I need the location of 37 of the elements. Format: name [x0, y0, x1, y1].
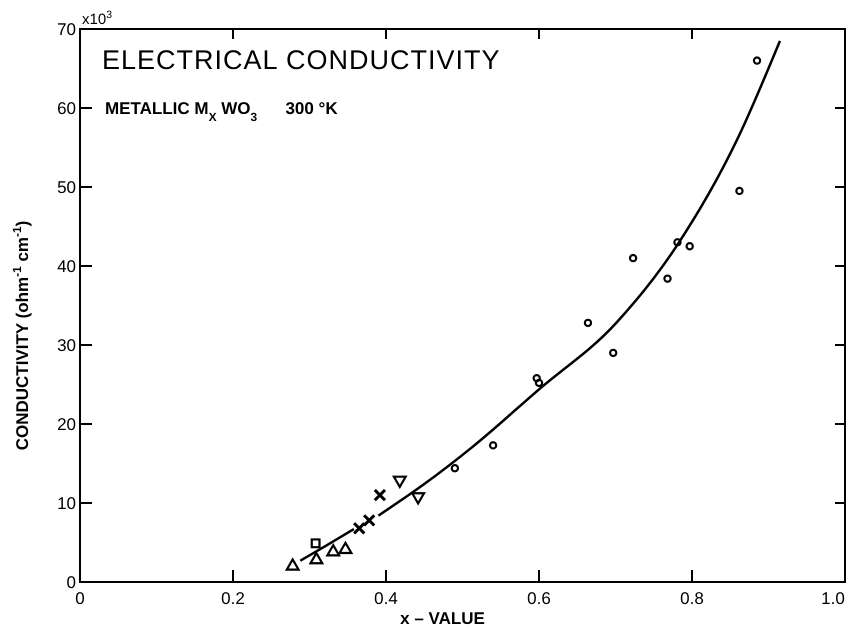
- point: [628, 254, 638, 262]
- y-tick-label: 60: [57, 99, 76, 118]
- point: [352, 522, 366, 535]
- point: [286, 558, 300, 571]
- x-tick-label: 0.4: [374, 589, 398, 608]
- point: [338, 542, 352, 554]
- point: [532, 374, 541, 382]
- point: [673, 238, 682, 246]
- point: [584, 318, 592, 328]
- x-tick-label: 0.8: [680, 589, 704, 608]
- point: [362, 514, 376, 527]
- text: ELECTRICAL CONDUCTIVITY: [102, 45, 501, 75]
- point: [309, 552, 324, 564]
- point: [488, 441, 498, 450]
- y-tick-label: 30: [57, 336, 76, 355]
- y-tick-label: 0: [66, 573, 76, 592]
- x-tick-label: 0.6: [527, 589, 551, 608]
- point: [609, 348, 618, 358]
- point: [663, 274, 672, 283]
- point: [373, 488, 386, 502]
- point: [310, 538, 321, 548]
- y-tick-label: 70: [57, 20, 76, 39]
- y-tick-label: 20: [57, 415, 76, 434]
- x-axis-title: x – VALUE: [400, 609, 485, 628]
- y-tick-label: 10: [57, 494, 76, 513]
- y-tick-label: 50: [57, 178, 76, 197]
- point: [752, 56, 762, 65]
- text: METALLIC M$_{X}$ WO$_{3}$ 300 °K: [105, 99, 338, 124]
- point: [735, 186, 744, 196]
- x-tick-label: 0.2: [221, 589, 245, 608]
- x-tick-label: 1.0: [821, 589, 845, 608]
- text: x10$^{3}$: [82, 9, 112, 28]
- point: [534, 378, 544, 388]
- y-tick-label: 40: [57, 257, 76, 276]
- point: [686, 242, 694, 250]
- point: [326, 544, 340, 556]
- point: [450, 464, 460, 472]
